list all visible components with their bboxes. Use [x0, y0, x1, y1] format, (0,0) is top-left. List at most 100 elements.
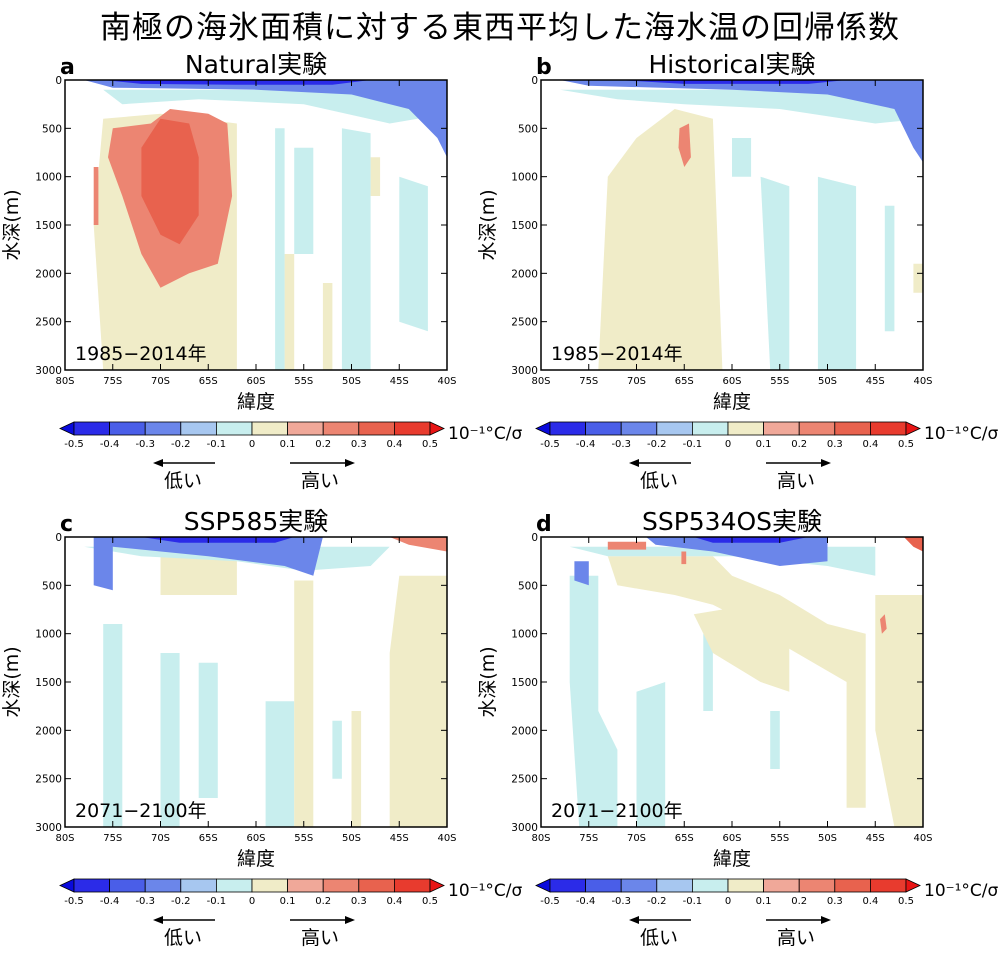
y-tick-label: 3000: [511, 365, 538, 377]
colorbar-segment: [869, 421, 907, 436]
colorbar-tick-label: -0.3: [135, 896, 155, 907]
heatmap-plot: 80S 75S 70S 65S 60S 55S 50S 45S 40S 0 500 1000 1500 2…: [1, 75, 523, 492]
colorbar-segment: [691, 878, 729, 893]
y-tick-label: 1000: [35, 172, 62, 184]
colorbar-tick-label: 0.2: [791, 439, 807, 450]
colorbar-tick-label: -0.4: [100, 896, 120, 907]
high-arrow-icon: [290, 459, 355, 467]
heatmap-region: [903, 537, 923, 552]
heatmap-region: [732, 138, 752, 177]
x-tick-label: 65S: [199, 376, 218, 387]
high-label: 高い: [777, 470, 815, 492]
heatmap-region: [389, 537, 447, 552]
heatmap-region: [93, 537, 323, 591]
x-tick-label: 65S: [199, 833, 218, 844]
colorbar-segment: [869, 878, 907, 893]
colorbar-tick-label: 0: [725, 896, 731, 907]
x-tick-label: 80S: [531, 833, 550, 844]
y-axis-title: 水深(m): [1, 189, 23, 260]
heatmap-region: [84, 80, 447, 158]
heatmap-region: [103, 89, 447, 124]
panel-d: d SSP534OS実験 80S 75S 70S 65S 60S 55S 50S 45S 40S 0 5…: [476, 502, 999, 972]
colorbar-unit: 10⁻¹°C/σ: [924, 424, 999, 444]
x-tick-label: 50S: [342, 376, 361, 387]
colorbar-max-arrow: [429, 421, 445, 436]
heatmap-region: [399, 176, 428, 332]
low-arrow-icon: [153, 459, 215, 467]
colorbar-tick-label: 0.1: [756, 439, 772, 450]
colorbar-tick-label: 0.3: [827, 896, 843, 907]
y-tick-label: 2500: [511, 317, 538, 329]
x-tick-label: 80S: [55, 833, 74, 844]
colorbar-tick-label: 0.2: [315, 896, 331, 907]
colorbar-tick-label: 0.1: [756, 896, 772, 907]
heatmap-region: [294, 147, 314, 254]
panel-letter: d: [536, 512, 552, 537]
colorbar-tick-label: -0.5: [540, 896, 560, 907]
heatmap-plot: 80S 75S 70S 65S 60S 55S 50S 45S 40S 0 500 1000 1500 2…: [1, 532, 523, 949]
colorbar-segment: [656, 421, 693, 436]
colorbar-segment: [287, 421, 324, 436]
colorbar-tick-label: -0.3: [611, 439, 631, 450]
colorbar-min-arrow: [535, 421, 551, 436]
period-label: 2071−2100年: [551, 800, 683, 822]
y-tick-label: 0: [55, 75, 62, 87]
heatmap-region: [884, 205, 895, 332]
x-tick-label: 75S: [579, 833, 598, 844]
heatmap-region: [103, 624, 123, 827]
period-label: 1985−2014年: [551, 343, 683, 365]
colorbar-tick-label: -0.1: [683, 896, 703, 907]
x-tick-label: 55S: [294, 376, 313, 387]
colorbar-tick-label: 0.5: [422, 439, 438, 450]
colorbar-segment: [393, 878, 431, 893]
high-label: 高い: [301, 470, 339, 492]
low-arrow-icon: [629, 916, 691, 924]
y-tick-label: 3000: [35, 822, 62, 834]
x-tick-label: 40S: [913, 833, 932, 844]
colorbar-segment: [798, 878, 836, 893]
low-label: 低い: [640, 470, 678, 492]
high-arrow-icon: [766, 916, 831, 924]
y-tick-label: 500: [42, 123, 62, 135]
colorbar-segment: [620, 878, 658, 893]
x-tick-label: 40S: [437, 376, 456, 387]
colorbar-tick-label: -0.3: [135, 439, 155, 450]
colorbar-tick-label: -0.5: [540, 439, 560, 450]
colorbar-segment: [763, 878, 800, 893]
high-label: 高い: [301, 927, 339, 949]
heatmap-region: [760, 176, 790, 370]
y-tick-label: 1000: [511, 172, 538, 184]
colorbar-tick-label: -0.4: [100, 439, 120, 450]
colorbar-tick-label: 0.1: [280, 896, 296, 907]
y-tick-label: 500: [518, 580, 538, 592]
heatmap-region: [265, 701, 295, 827]
high-label: 高い: [777, 927, 815, 949]
heatmap-region: [880, 614, 887, 634]
colorbar-tick-label: 0: [725, 439, 731, 450]
x-tick-label: 75S: [579, 376, 598, 387]
low-label: 低い: [164, 927, 202, 949]
low-arrow-icon: [153, 916, 215, 924]
heatmap-region: [913, 263, 923, 293]
colorbar-segment: [180, 878, 217, 893]
colorbar-segment: [109, 878, 146, 893]
colorbar-segment: [585, 878, 622, 893]
panel-letter: b: [536, 55, 552, 80]
colorbar-tick-label: -0.1: [207, 439, 227, 450]
heatmap-region: [560, 80, 923, 163]
colorbar-tick-label: 0.4: [386, 896, 402, 907]
colorbar-segment: [585, 421, 622, 436]
high-arrow-icon: [766, 459, 831, 467]
colorbar-tick-label: -0.2: [171, 896, 191, 907]
colorbar-min-arrow: [59, 878, 75, 893]
x-tick-label: 45S: [866, 376, 885, 387]
heatmap-region: [332, 720, 342, 779]
heatmap-region: [389, 575, 447, 827]
main-title: 南極の海氷面積に対する東西平均した海水温の回帰係数: [100, 10, 900, 46]
y-axis-title: 水深(m): [1, 646, 23, 717]
colorbar-tick-label: 0: [249, 439, 255, 450]
heatmap-region: [646, 537, 828, 566]
colorbar-segment: [358, 878, 395, 893]
x-tick-label: 50S: [818, 833, 837, 844]
colorbar-segment: [620, 421, 658, 436]
